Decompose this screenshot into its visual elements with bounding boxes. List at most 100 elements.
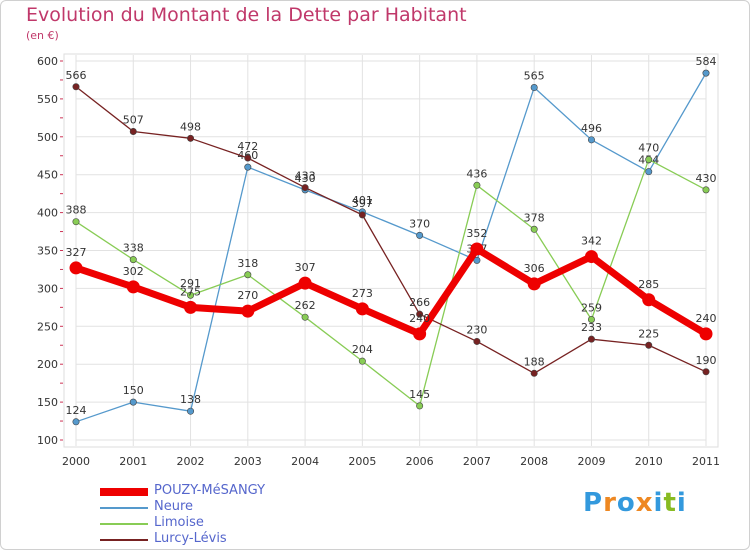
data-point-0 <box>470 242 484 256</box>
data-label-3: 498 <box>180 120 201 133</box>
data-label-1: 138 <box>180 393 201 406</box>
legend-swatch-neure <box>100 507 148 509</box>
data-label-2: 436 <box>466 167 487 180</box>
data-label-3: 188 <box>524 355 545 368</box>
data-point-1 <box>473 256 481 264</box>
data-label-3: 190 <box>696 354 717 367</box>
data-label-1: 584 <box>696 55 717 68</box>
y-tick-label: 200 <box>37 358 58 371</box>
x-tick-label: 2010 <box>635 455 663 468</box>
y-tick-label: 150 <box>37 396 58 409</box>
chart-title: Evolution du Montant de la Dette par Hab… <box>26 4 467 26</box>
x-tick-label: 2000 <box>62 455 90 468</box>
data-label-0: 240 <box>696 312 717 325</box>
legend-label-lurcy: Lurcy-Lévis <box>154 531 227 546</box>
data-point-3 <box>358 211 366 219</box>
legend-swatch-limoise <box>100 523 148 525</box>
data-point-2 <box>72 218 80 226</box>
data-point-1 <box>645 168 653 176</box>
y-tick-label: 450 <box>37 169 58 182</box>
proxiti-logo: Proxiti <box>583 488 687 518</box>
plot-area <box>63 53 719 448</box>
data-point-3 <box>473 337 481 345</box>
data-label-0: 275 <box>180 285 201 298</box>
data-point-0 <box>184 300 198 314</box>
x-tick-label: 2007 <box>463 455 491 468</box>
data-point-0 <box>699 327 713 341</box>
data-point-1 <box>244 163 252 171</box>
data-point-2 <box>702 186 710 194</box>
data-point-3 <box>702 368 710 376</box>
data-label-3: 233 <box>581 321 602 334</box>
legend-item-lurcy: Lurcy-Lévis <box>100 532 400 548</box>
data-label-0: 342 <box>581 235 602 248</box>
data-label-1: 496 <box>581 122 602 135</box>
data-label-2: 259 <box>581 301 602 314</box>
data-point-0 <box>527 277 541 291</box>
logo-letter: o <box>616 488 636 518</box>
data-label-2: 378 <box>524 211 545 224</box>
logo-letter: t <box>663 488 677 518</box>
data-point-1 <box>530 84 538 92</box>
data-point-0 <box>355 302 369 316</box>
data-point-0 <box>69 261 83 275</box>
data-point-2 <box>244 271 252 279</box>
data-point-3 <box>416 310 424 318</box>
x-tick-label: 2005 <box>348 455 376 468</box>
data-label-0: 352 <box>466 227 487 240</box>
data-point-3 <box>301 184 309 192</box>
legend-label-limoise: Limoise <box>154 515 204 530</box>
logo-letter: P <box>583 488 604 518</box>
chart-legend: POUZY-MéSANGY Neure Limoise Lurcy-Lévis <box>100 484 400 548</box>
series-line-2 <box>75 158 707 407</box>
data-label-3: 472 <box>237 140 258 153</box>
data-label-0: 307 <box>295 261 316 274</box>
data-point-1 <box>187 407 195 415</box>
data-label-0: 327 <box>66 246 87 259</box>
legend-item-pouzy: POUZY-MéSANGY <box>100 484 400 500</box>
data-label-3: 230 <box>466 323 487 336</box>
data-point-2 <box>587 315 595 323</box>
logo-letter: i <box>653 488 664 518</box>
series-line-1 <box>75 72 707 423</box>
x-tick-label: 2006 <box>406 455 434 468</box>
x-tick-label: 2004 <box>291 455 319 468</box>
logo-letter: i <box>676 488 687 518</box>
data-point-2 <box>473 181 481 189</box>
data-point-3 <box>129 127 137 135</box>
data-label-1: 565 <box>524 70 545 83</box>
data-label-1: 401 <box>352 194 373 207</box>
data-point-2 <box>301 313 309 321</box>
data-label-2: 388 <box>66 204 87 217</box>
data-point-1 <box>702 69 710 77</box>
y-tick-label: 600 <box>37 55 58 68</box>
logo-letter: x <box>635 488 654 518</box>
y-tick-label: 300 <box>37 282 58 295</box>
data-label-2: 145 <box>409 388 430 401</box>
data-point-3 <box>72 83 80 91</box>
data-label-3: 566 <box>66 69 87 82</box>
data-label-0: 273 <box>352 287 373 300</box>
x-tick-label: 2003 <box>234 455 262 468</box>
data-point-2 <box>416 402 424 410</box>
data-point-2 <box>530 225 538 233</box>
data-point-0 <box>298 276 312 290</box>
data-point-3 <box>187 134 195 142</box>
data-label-2: 338 <box>123 242 144 255</box>
data-point-0 <box>241 304 255 318</box>
data-label-2: 204 <box>352 343 373 356</box>
data-label-0: 270 <box>237 289 258 302</box>
data-point-1 <box>129 398 137 406</box>
data-point-3 <box>587 335 595 343</box>
data-point-0 <box>584 250 598 264</box>
x-tick-label: 2011 <box>692 455 720 468</box>
legend-item-neure: Neure <box>100 500 400 516</box>
data-point-0 <box>126 280 140 294</box>
data-label-0: 306 <box>524 262 545 275</box>
data-point-3 <box>645 341 653 349</box>
data-point-2 <box>129 256 137 264</box>
y-tick-label: 400 <box>37 207 58 220</box>
legend-label-pouzy: POUZY-MéSANGY <box>154 483 266 498</box>
